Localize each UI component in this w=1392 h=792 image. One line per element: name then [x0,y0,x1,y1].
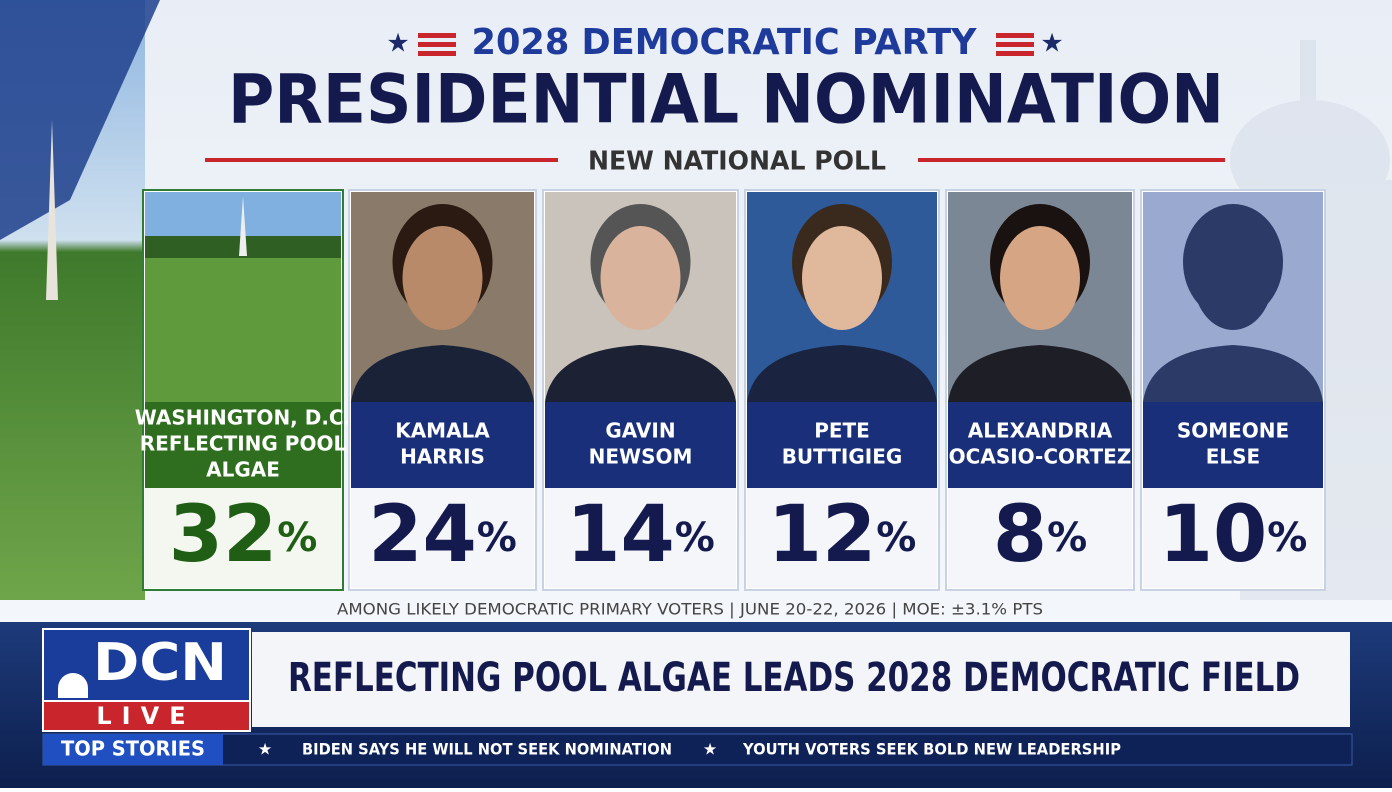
monument [46,120,58,300]
poll-value: 32 [169,490,278,580]
value-band [545,488,736,588]
footnote: AMONG LIKELY DEMOCRATIC PRIMARY VOTERS |… [337,600,1043,619]
value-band [351,488,534,588]
candidate-name: HARRIS [400,445,485,469]
svg-text:★: ★ [386,29,409,59]
candidate-name: NEWSOM [589,445,693,469]
poll-unit: % [1267,515,1307,561]
value-band [1143,488,1323,588]
logo-brand: DCN [93,633,227,693]
value-group: 24% [368,490,517,580]
value-group: 12% [768,490,917,580]
value-group: 32% [169,490,318,580]
name-band [351,402,534,488]
candidate-name: ALEXANDRIA [968,419,1113,443]
kicker: 2028 DEMOCRATIC PARTY [472,22,978,63]
name-band [747,402,937,488]
value-group: 8% [993,490,1087,580]
subtitle: NEW NATIONAL POLL [588,147,886,177]
name-band [545,402,736,488]
candidate-name: SOMEONE [1177,419,1289,443]
poll-unit: % [477,515,517,561]
shoulders [351,345,534,402]
value-band [145,488,341,588]
name-band [145,402,341,488]
poll-unit: % [277,515,317,561]
logo-live: LIVE [96,702,195,730]
face [1193,226,1273,330]
poll-value: 10 [1159,490,1268,580]
value-group: 10% [1159,490,1308,580]
face [802,226,882,330]
face [600,226,681,330]
candidate-name: ALGAE [206,458,280,482]
name-band [1143,402,1323,488]
headline-box [252,632,1350,727]
rule [918,158,1225,162]
poll-unit: % [675,515,715,561]
title: PRESIDENTIAL NOMINATION [228,61,1224,140]
headline: REFLECTING POOL ALGAE LEADS 2028 DEMOCRA… [288,655,1300,701]
candidate-name: GAVIN [605,419,675,443]
name-band [948,402,1132,488]
flag-stars [0,0,160,240]
poll-value: 24 [368,490,477,580]
candidate-name: REFLECTING POOL [140,432,347,456]
logo-dome [58,673,88,698]
ticker-bar [42,733,1353,766]
shoulders [948,345,1132,402]
shoulders [545,345,736,402]
value-band [747,488,937,588]
ticker-star: ★ [703,740,717,759]
poll-unit: % [1047,515,1087,561]
face [1000,226,1080,330]
value-group: 14% [566,490,715,580]
live-box [42,700,251,732]
poll-value: 14 [566,490,675,580]
candidate-name: ELSE [1206,445,1260,469]
poll-value: 12 [768,490,877,580]
candidate-name: OCASIO-CORTEZ [949,445,1132,469]
ticker-label: TOP STORIES [61,737,205,761]
svg-text:★: ★ [1040,29,1063,59]
candidate-name: PETE [814,419,870,443]
pool-water [145,258,341,402]
ticker-item: YOUTH VOTERS SEEK BOLD NEW LEADERSHIP [742,740,1121,759]
shoulders [1143,345,1323,402]
shoulders [747,345,937,402]
poll-unit: % [876,515,916,561]
monument [239,196,247,256]
face [402,226,483,330]
candidate-name: WASHINGTON, D.C. [135,406,351,430]
poll-value: 8 [993,490,1047,580]
candidate-name: KAMALA [395,419,490,443]
rule [205,158,558,162]
ticker-label-box [43,734,223,765]
ticker-item: BIDEN SAYS HE WILL NOT SEEK NOMINATION [302,740,672,759]
value-band [948,488,1132,588]
ticker-star: ★ [258,740,272,759]
kicker-decor: ★ ★ [386,29,1063,59]
candidate-name: BUTTIGIEG [782,445,903,469]
